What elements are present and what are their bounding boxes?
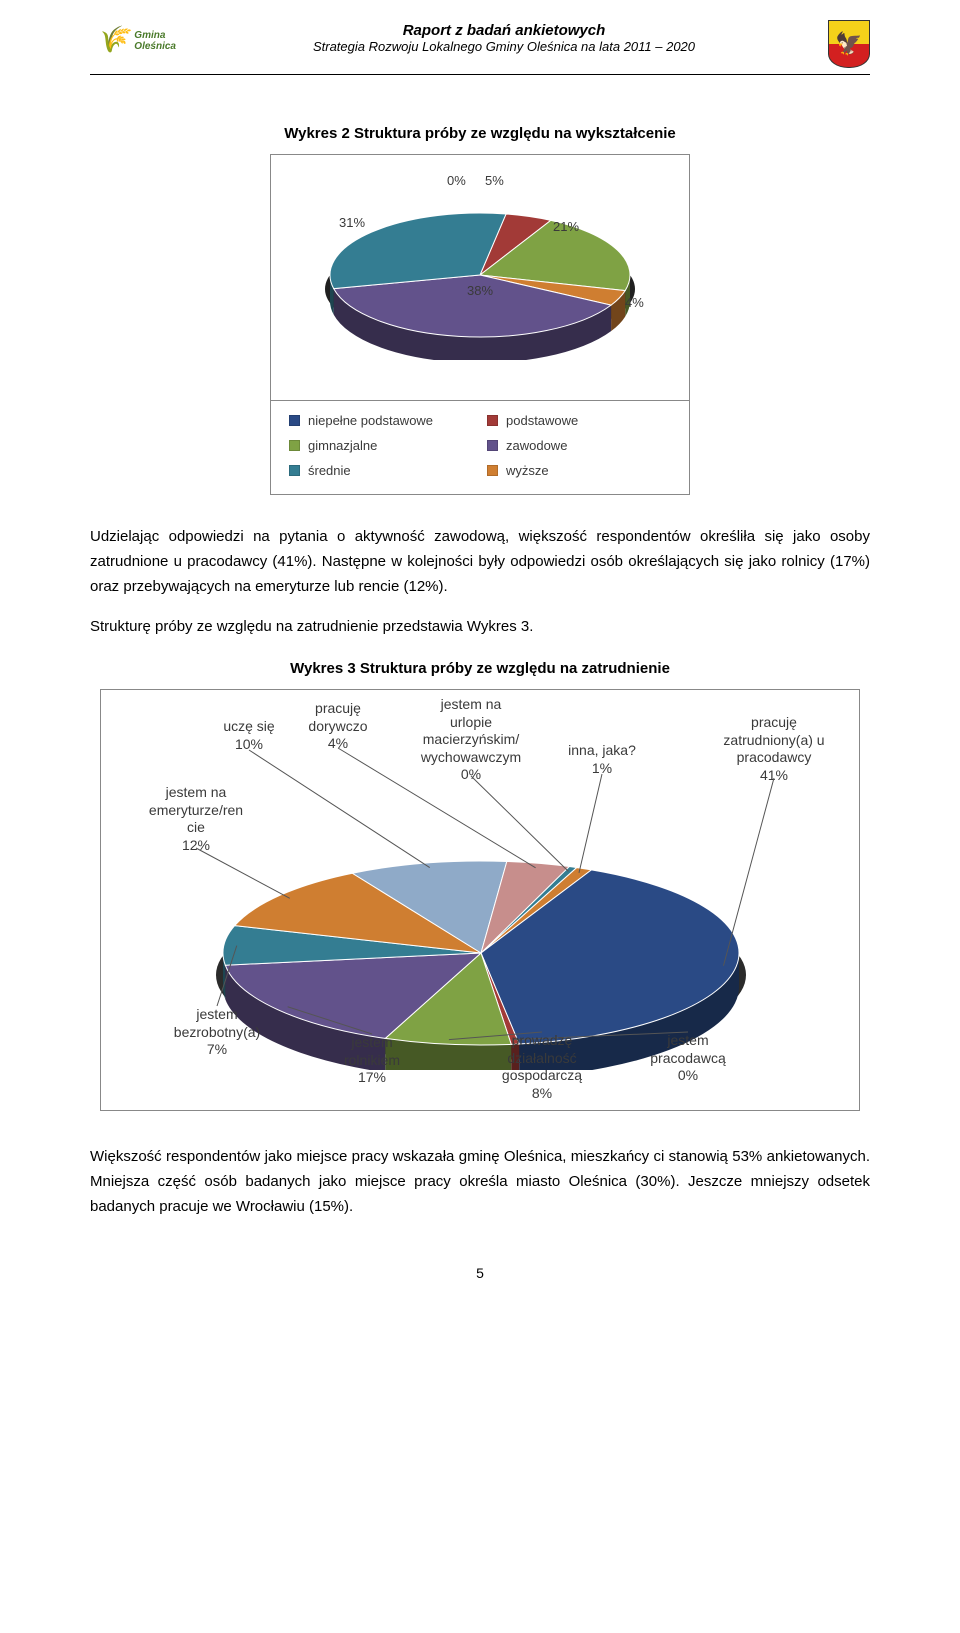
legend-label: podstawowe [506, 413, 578, 428]
chart2-label: inna, jaka?1% [557, 742, 647, 777]
chart1-callout: 4% [625, 295, 644, 310]
legend-item: gimnazjalne [289, 438, 473, 453]
chart1-callout: 5% [485, 173, 504, 188]
page-number: 5 [90, 1265, 870, 1281]
legend-item: wyższe [487, 463, 671, 478]
legend-swatch [289, 465, 300, 476]
legend-swatch [487, 465, 498, 476]
paragraph-2: Strukturę próby ze względu na zatrudnien… [90, 615, 870, 640]
chart2-label: pracujęzatrudniony(a) upracodawcy41% [699, 714, 849, 784]
legend-item: podstawowe [487, 413, 671, 428]
chart2-label: jestempracodawcą0% [633, 1032, 743, 1085]
chart2-area: jestem naurlopiemacierzyńskim/wychowawcz… [101, 690, 859, 1110]
legend-swatch [289, 440, 300, 451]
legend-swatch [289, 415, 300, 426]
wheat-icon: 🌾 [96, 24, 128, 55]
chart1-frame: 0% 5% 31% 21% 38% 4% niepełne podstawowe podst… [270, 154, 690, 495]
chart2-label: jestem naurlopiemacierzyńskim/wychowawcz… [401, 696, 541, 784]
legend-swatch [487, 415, 498, 426]
legend-label: zawodowe [506, 438, 567, 453]
chart1-callout: 0% [447, 173, 466, 188]
logo-left: 🌾 Gmina Oleśnica [90, 20, 180, 68]
header-center: Raport z badań ankietowych Strategia Roz… [180, 22, 828, 54]
chart2-title: Wykres 3 Struktura próby ze względu na z… [90, 660, 870, 677]
legend-label: niepełne podstawowe [308, 413, 433, 428]
chart2-label: uczę się10% [209, 718, 289, 753]
page: 🌾 Gmina Oleśnica Raport z badań ankietow… [0, 0, 960, 1321]
chart2-label: jestem naemeryturze/rencie12% [131, 784, 261, 854]
coat-of-arms-icon: 🦅 [828, 20, 870, 68]
chart2-label: pracujędorywczo4% [293, 700, 383, 753]
chart1-area: 0% 5% 31% 21% 38% 4% [271, 155, 689, 400]
legend-label: gimnazjalne [308, 438, 377, 453]
chart1-pie-svg [325, 195, 635, 360]
logo-left-text: Gmina Oleśnica [134, 30, 176, 52]
legend-label: średnie [308, 463, 351, 478]
legend-label: wyższe [506, 463, 549, 478]
header-title: Raport z badań ankietowych [180, 22, 828, 39]
chart2-label: prowadzędziałalnośćgospodarczą8% [477, 1032, 607, 1102]
chart1-callout: 38% [467, 283, 493, 298]
legend-item: zawodowe [487, 438, 671, 453]
chart2-label: jestemrolnikiem17% [317, 1034, 427, 1087]
logo-left-line2: Oleśnica [134, 41, 176, 52]
legend-swatch [487, 440, 498, 451]
legend-item: średnie [289, 463, 473, 478]
chart2-label: jestembezrobotny(a)7% [157, 1006, 277, 1059]
header-subtitle: Strategia Rozwoju Lokalnego Gminy Oleśni… [180, 39, 828, 54]
logo-left-line1: Gmina [134, 30, 165, 41]
paragraph-3: Większość respondentów jako miejsce prac… [90, 1145, 870, 1219]
chart1-callout: 21% [553, 219, 579, 234]
paragraph-1: Udzielając odpowiedzi na pytania o aktyw… [90, 525, 870, 599]
chart1-legend: niepełne podstawowe podstawowe gimnazjalne… [271, 400, 689, 494]
chart2-frame: jestem naurlopiemacierzyńskim/wychowawcz… [100, 689, 860, 1111]
chart1-pie-wrap [325, 195, 635, 360]
chart1-callout: 31% [339, 215, 365, 230]
page-header: 🌾 Gmina Oleśnica Raport z badań ankietow… [90, 20, 870, 75]
legend-item: niepełne podstawowe [289, 413, 473, 428]
chart1-title: Wykres 2 Struktura próby ze względu na w… [90, 125, 870, 142]
